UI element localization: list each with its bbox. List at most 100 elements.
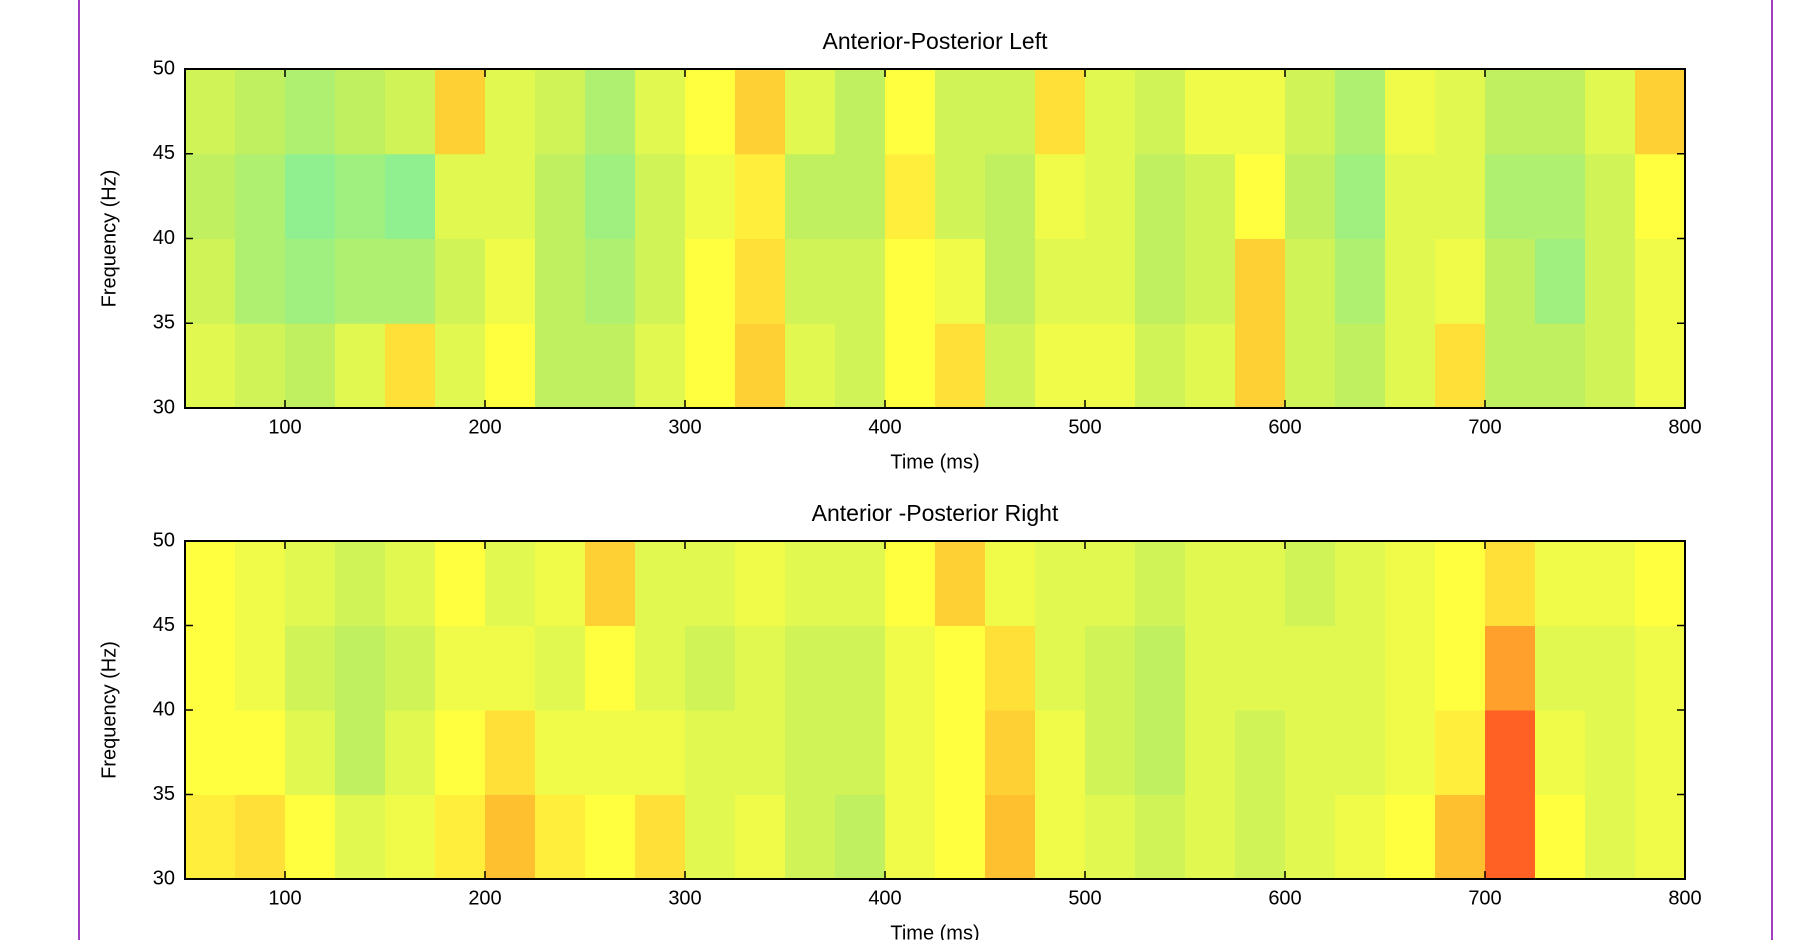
heatmap-cell — [485, 153, 536, 239]
heatmap-cell — [1285, 710, 1336, 795]
heatmap-cell — [1585, 710, 1636, 795]
heatmap-cell — [1185, 541, 1236, 626]
heatmap-cell — [535, 794, 586, 880]
heatmap-cell — [1335, 710, 1386, 795]
heatmap-cell — [635, 794, 686, 880]
heatmap-cell — [1335, 153, 1386, 239]
heatmap-cell — [385, 541, 436, 626]
heatmap-cell — [335, 69, 386, 155]
heatmap-cell — [235, 153, 286, 239]
heatmap-cell — [1435, 323, 1486, 409]
heatmap-cell — [735, 153, 786, 239]
chart-title: Anterior -Posterior Right — [812, 500, 1059, 526]
heatmap-cell — [1485, 153, 1536, 239]
heatmap-cell — [885, 794, 936, 880]
heatmap-cell — [1285, 625, 1336, 711]
heatmap-cell — [1535, 541, 1586, 626]
heatmap-cell — [1085, 794, 1136, 880]
heatmap-cell — [1235, 541, 1286, 626]
heatmap-cell — [1085, 153, 1136, 239]
x-tick-label: 800 — [1668, 887, 1701, 909]
heatmap-cell — [1335, 238, 1386, 324]
heatmap-cell — [785, 323, 836, 409]
heatmap-cell — [1485, 541, 1536, 626]
heatmap-cell — [535, 710, 586, 795]
heatmap-cell — [785, 541, 836, 626]
heatmap-cell — [1085, 710, 1136, 795]
heatmap-cell — [385, 710, 436, 795]
x-axis-label: Time (ms) — [890, 922, 979, 940]
heatmap-cell — [285, 69, 336, 155]
chart-title: Anterior-Posterior Left — [823, 28, 1049, 54]
heatmap-cell — [235, 710, 286, 795]
heatmap-cell — [435, 710, 486, 795]
heatmap-cell — [535, 323, 586, 409]
heatmap-cell — [1535, 323, 1586, 409]
heatmap-cell — [1285, 238, 1336, 324]
heatmap-cell — [335, 153, 386, 239]
heatmap-cell — [285, 323, 336, 409]
heatmap-cell — [1235, 625, 1286, 711]
heatmap-cell — [885, 323, 936, 409]
heatmap-cell — [1185, 69, 1236, 155]
heatmap-cell — [635, 238, 686, 324]
heatmap-cell — [335, 794, 386, 880]
heatmap-cell — [585, 69, 636, 155]
heatmap-cell — [685, 541, 736, 626]
heatmap-cell — [835, 710, 886, 795]
heatmap-cell — [1485, 794, 1536, 880]
heatmap-cell — [935, 323, 986, 409]
heatmap-cell — [1335, 323, 1386, 409]
heatmap-cell — [1085, 323, 1136, 409]
x-tick-label: 100 — [268, 887, 301, 909]
heatmap-cell — [585, 238, 636, 324]
heatmap-cell — [1635, 710, 1686, 795]
heatmap-cell — [1585, 153, 1636, 239]
heatmap-cell — [1435, 794, 1486, 880]
heatmap-cell — [1135, 625, 1186, 711]
heatmap-cell — [1085, 541, 1136, 626]
heatmap-cell — [485, 323, 536, 409]
heatmap-cell — [735, 710, 786, 795]
heatmap-cell — [285, 794, 336, 880]
heatmap-cell — [1585, 323, 1636, 409]
heatmap-cell — [1185, 238, 1236, 324]
heatmap-cell — [485, 710, 536, 795]
heatmap-cell — [735, 323, 786, 409]
heatmap-cell — [1385, 625, 1436, 711]
heatmap-cell — [585, 153, 636, 239]
heatmap-cell — [1235, 794, 1286, 880]
heatmap-cell — [1235, 238, 1286, 324]
heatmap-cell — [435, 153, 486, 239]
heatmap-cell — [935, 710, 986, 795]
heatmap-cell — [935, 541, 986, 626]
heatmap-cell — [935, 153, 986, 239]
heatmap-cell — [1285, 541, 1336, 626]
heatmap-cell — [385, 794, 436, 880]
heatmap-cell — [635, 69, 686, 155]
heatmap-cell — [1485, 323, 1536, 409]
heatmap-cell — [1335, 794, 1386, 880]
x-tick-label: 500 — [1068, 887, 1101, 909]
heatmap-cell — [785, 794, 836, 880]
heatmap-cell — [1085, 238, 1136, 324]
heatmap-cell — [1435, 625, 1486, 711]
y-axis-label: Frequency (Hz) — [98, 641, 120, 779]
heatmap-cell — [835, 69, 886, 155]
heatmap-cell — [1635, 69, 1686, 155]
heatmap-cell — [685, 238, 736, 324]
heatmap-cell — [535, 69, 586, 155]
heatmap-cell — [335, 625, 386, 711]
heatmap-cell — [435, 238, 486, 324]
heatmap-cell — [1635, 794, 1686, 880]
heatmap-cell — [535, 541, 586, 626]
heatmap-cell — [1535, 238, 1586, 324]
y-tick-label: 35 — [153, 783, 175, 805]
heatmap-cell — [585, 323, 636, 409]
heatmap-cell — [785, 69, 836, 155]
heatmap-cell — [735, 794, 786, 880]
heatmap-cell — [1485, 69, 1536, 155]
heatmap-cell — [1235, 69, 1286, 155]
heatmap-cell — [1035, 69, 1086, 155]
